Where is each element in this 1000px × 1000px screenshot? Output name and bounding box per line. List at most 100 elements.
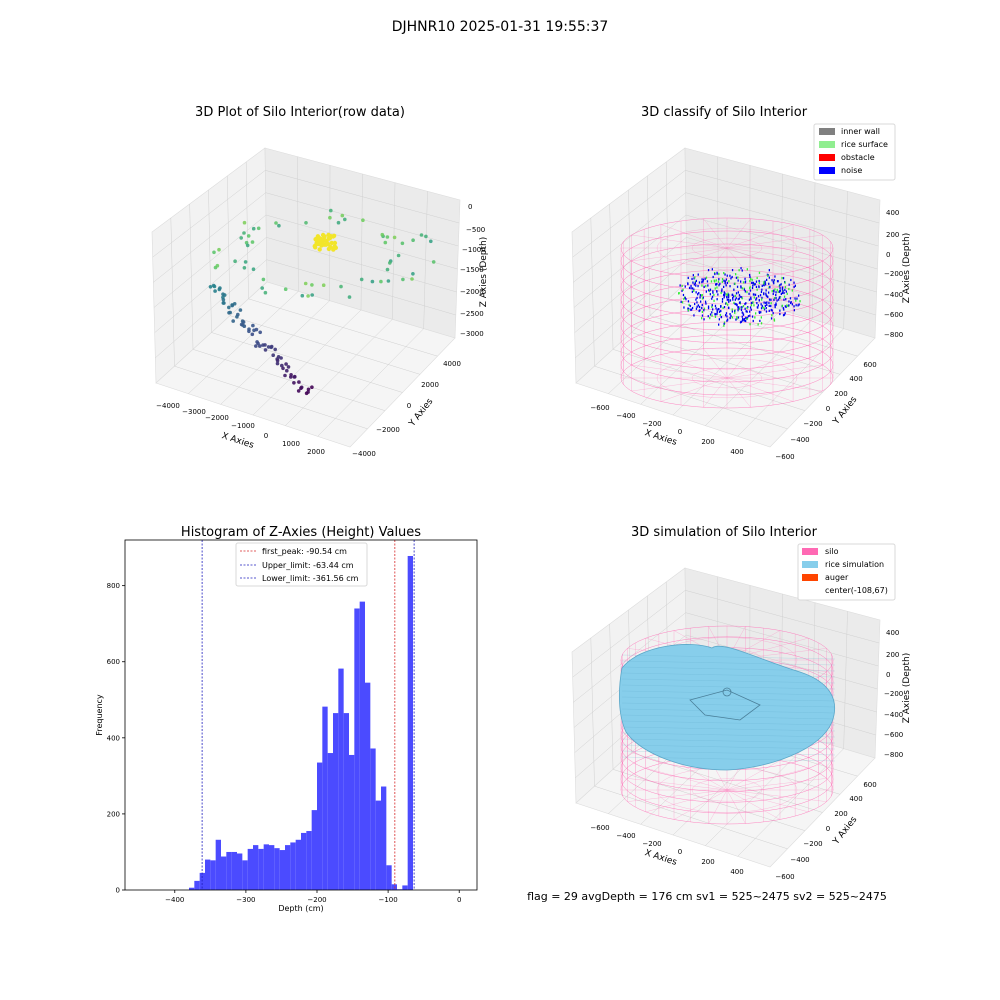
noise-point — [697, 304, 699, 307]
noise-point — [711, 295, 714, 298]
noise-point — [740, 320, 742, 323]
histogram-legend: first_peak: -90.54 cm Upper_limit: -63.4… — [235, 542, 368, 587]
simulation-ytick: −200 — [803, 840, 822, 848]
data-point — [343, 217, 347, 222]
noise-point — [752, 284, 754, 287]
noise-point — [702, 296, 704, 299]
silo-line — [673, 789, 728, 820]
noise-point — [793, 281, 795, 284]
noise-point — [739, 301, 741, 304]
histogram-xlabel: Depth (cm) — [278, 904, 323, 913]
noise-point — [782, 277, 785, 280]
raw-ztick: −500 — [466, 226, 485, 234]
noise-point — [738, 306, 740, 309]
legend-label: rice simulation — [825, 560, 884, 569]
raw-xtick: −4000 — [156, 402, 180, 410]
auger-marker — [722, 687, 732, 697]
raw-ytick: 2000 — [421, 381, 439, 389]
rice-surface-point — [795, 299, 797, 302]
rice-surface-point — [720, 291, 722, 295]
noise-point — [733, 288, 735, 291]
noise-point — [717, 308, 719, 311]
noise-point — [714, 304, 717, 307]
noise-point — [726, 274, 728, 277]
noise-point — [715, 283, 717, 286]
noise-point — [761, 284, 763, 287]
noise-point — [725, 284, 727, 287]
histogram-bar — [386, 865, 392, 890]
inner-wall-line — [631, 234, 728, 249]
noise-point — [735, 276, 738, 279]
histogram-bar — [301, 832, 307, 890]
noise-point — [687, 282, 689, 285]
rice-surface-grid — [621, 702, 836, 708]
noise-point — [768, 269, 770, 272]
classify-ztick: 200 — [886, 231, 899, 239]
noise-point — [693, 283, 695, 286]
rice-surface-point — [750, 304, 753, 307]
noise-point — [705, 290, 707, 293]
noise-point — [741, 319, 744, 322]
noise-point — [724, 280, 726, 283]
data-point — [263, 348, 268, 352]
data-point — [306, 294, 310, 298]
rice-surface-point — [713, 293, 715, 297]
data-point — [392, 235, 397, 240]
noise-point — [716, 272, 718, 275]
noise-point — [775, 302, 777, 305]
noise-point — [699, 309, 701, 312]
raw-ytick: 0 — [407, 402, 411, 410]
rice-surface-point — [763, 307, 765, 310]
noise-point — [752, 319, 754, 323]
noise-point — [768, 282, 770, 285]
noise-point — [779, 284, 781, 287]
noise-point — [736, 303, 738, 306]
legend-swatch-noise — [819, 167, 835, 174]
inner-wall-line — [631, 247, 728, 262]
histogram-bar — [365, 682, 371, 890]
noise-point — [718, 278, 720, 281]
noise-point — [741, 269, 743, 272]
inner-wall-line — [726, 234, 823, 249]
silo-line — [691, 778, 763, 802]
data-point — [411, 238, 415, 242]
rice-surface-point — [718, 272, 720, 276]
noise-point — [741, 315, 743, 318]
noise-point — [743, 288, 746, 291]
data-point — [277, 223, 281, 228]
noise-point — [714, 313, 716, 316]
noise-point — [744, 307, 746, 310]
rice-surface-point — [701, 310, 703, 313]
rice-surface-point — [693, 289, 695, 292]
simulation-xlabel: X Axies — [643, 848, 678, 868]
rice-surface-point — [701, 317, 703, 320]
noise-point — [692, 274, 694, 277]
noise-point — [711, 268, 713, 271]
data-point — [292, 375, 297, 379]
noise-point — [701, 281, 703, 284]
noise-point — [758, 299, 760, 302]
noise-point — [756, 302, 758, 305]
rice-surface-point — [784, 281, 786, 284]
histogram-bar — [221, 856, 227, 890]
rice-surface-point — [771, 290, 773, 293]
legend-swatch-auger — [802, 574, 818, 581]
data-point — [400, 241, 405, 246]
noise-point — [712, 275, 714, 279]
data-point — [310, 293, 315, 297]
noise-point — [734, 298, 736, 301]
classify-xtick: 200 — [701, 438, 714, 446]
noise-point — [794, 284, 796, 287]
classify-plot-axes-box — [571, 147, 881, 448]
histogram-bar — [322, 706, 328, 890]
rice-surface-point — [786, 292, 788, 295]
noise-point — [712, 291, 714, 294]
histogram-bar — [327, 753, 333, 890]
noise-point — [768, 276, 770, 279]
rice-surface-point — [799, 300, 801, 303]
grid-line — [154, 237, 457, 333]
noise-point — [707, 307, 710, 310]
noise-point — [750, 297, 752, 300]
data-point — [410, 277, 414, 281]
legend-swatch-rice-surface — [819, 141, 835, 148]
